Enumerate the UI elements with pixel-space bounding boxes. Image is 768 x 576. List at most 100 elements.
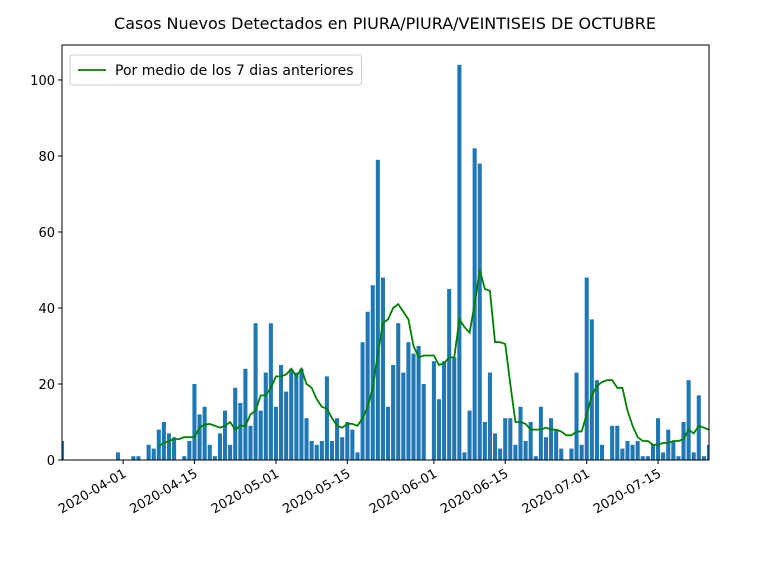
bar	[294, 372, 299, 460]
bar	[172, 437, 177, 460]
bar	[645, 456, 650, 460]
bar	[686, 380, 691, 460]
bar	[477, 163, 482, 460]
bar	[533, 456, 538, 460]
bar	[401, 372, 406, 460]
bar	[436, 399, 442, 460]
bar	[635, 440, 640, 460]
bar	[691, 452, 696, 460]
bar	[447, 288, 452, 460]
bar	[620, 448, 625, 460]
plot-area	[62, 64, 709, 460]
bar	[421, 383, 426, 460]
bar	[314, 444, 319, 460]
legend-label: Por medio de los 7 dias anteriores	[115, 63, 354, 79]
bar	[599, 444, 605, 460]
x-tick-label: 2020-06-15	[438, 466, 511, 517]
chart-title: Casos Nuevos Detectados en PIURA/PIURA/V…	[114, 14, 656, 33]
y-tick-label: 80	[38, 150, 55, 165]
bar	[268, 323, 273, 460]
bar	[503, 418, 508, 460]
bar	[238, 402, 243, 460]
y-tick-label: 40	[38, 302, 55, 317]
bar	[442, 361, 447, 460]
bar	[136, 456, 141, 460]
x-tick-label: 2020-07-15	[591, 466, 664, 517]
bar	[574, 372, 579, 460]
bar	[487, 372, 492, 460]
bar	[340, 437, 345, 460]
bar	[416, 345, 421, 460]
bar	[518, 406, 523, 460]
bar	[197, 414, 202, 460]
bar	[151, 448, 156, 460]
x-tick-label: 2020-05-01	[209, 466, 282, 517]
bar	[304, 418, 309, 460]
bar	[594, 380, 599, 460]
bar	[523, 440, 528, 460]
bar	[258, 410, 263, 460]
bar	[625, 440, 630, 460]
bar	[309, 440, 314, 460]
x-tick-label: 2020-07-01	[520, 466, 593, 517]
bar	[671, 440, 676, 460]
bar	[146, 444, 151, 460]
bar	[452, 357, 457, 460]
bar	[396, 323, 401, 460]
bar	[161, 421, 166, 460]
bar	[355, 452, 360, 460]
bar	[289, 368, 294, 460]
bar	[131, 456, 136, 460]
bar	[319, 440, 324, 460]
bar	[528, 421, 533, 460]
bar	[62, 440, 65, 460]
bar	[701, 456, 706, 460]
bar	[676, 456, 681, 460]
bar	[467, 410, 472, 460]
bar	[589, 319, 594, 460]
bar	[263, 372, 268, 460]
bar	[457, 64, 462, 460]
bar	[462, 452, 467, 460]
bar	[329, 440, 335, 460]
bar	[233, 387, 238, 460]
bar	[166, 433, 172, 460]
bar	[492, 433, 498, 460]
bar	[345, 421, 350, 460]
y-tick-label: 60	[38, 226, 55, 241]
x-tick-label: 2020-04-15	[128, 466, 201, 517]
line	[158, 269, 709, 447]
bar	[156, 429, 161, 460]
bar	[411, 353, 416, 460]
bar	[116, 452, 121, 460]
x-tick-label: 2020-04-01	[56, 466, 129, 517]
bar	[508, 418, 513, 460]
bar	[202, 406, 207, 460]
bar	[253, 323, 258, 460]
bar	[696, 395, 701, 460]
plot-frame	[61, 44, 710, 461]
bar	[380, 277, 385, 460]
bar	[365, 311, 370, 460]
bar	[549, 418, 554, 460]
bar	[661, 452, 666, 460]
bar	[569, 448, 574, 460]
bar	[543, 437, 549, 460]
bar	[640, 456, 645, 460]
bar	[559, 448, 564, 460]
bar	[431, 361, 436, 460]
bar	[187, 440, 192, 460]
y-tick-label: 100	[30, 74, 55, 89]
bar	[335, 418, 340, 460]
bar	[681, 421, 686, 460]
bar	[498, 448, 503, 460]
bar	[350, 429, 355, 460]
bar	[375, 159, 380, 460]
bar	[192, 383, 197, 460]
x-tick-label: 2020-05-15	[280, 466, 353, 517]
bar	[406, 342, 411, 460]
bar	[324, 376, 329, 460]
bar	[207, 444, 212, 460]
